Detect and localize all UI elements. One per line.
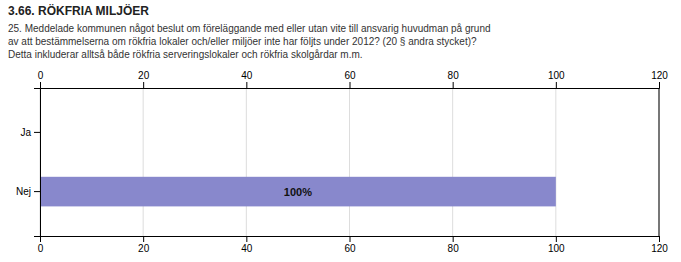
tick-label: 60 xyxy=(344,70,356,81)
frame xyxy=(659,88,660,236)
tick: Ja xyxy=(20,127,40,138)
tick: 0 xyxy=(38,236,44,254)
tick-mark xyxy=(556,236,557,242)
grid-line xyxy=(246,88,247,236)
grid-line xyxy=(452,88,453,236)
tick-label: 80 xyxy=(448,243,460,254)
tick-mark xyxy=(659,82,660,88)
tick-mark xyxy=(350,236,351,242)
x-axis-bottom: 0 20 40 60 80 100 120 xyxy=(38,236,669,254)
tick-mark xyxy=(34,132,40,133)
tick-label: Nej xyxy=(16,186,31,197)
tick: 80 xyxy=(448,70,460,88)
chart: 3.66. RÖKFRIA MILJÖER 25. Meddelade kommu… xyxy=(0,0,681,262)
tick-label: 0 xyxy=(38,243,44,254)
tick: 100 xyxy=(548,236,565,254)
y-axis: Ja Nej xyxy=(16,89,41,237)
annotation: av att bestämmelserna om rökfria lokaler… xyxy=(8,36,477,47)
tick-mark xyxy=(34,191,40,192)
tick: 60 xyxy=(344,70,356,88)
x-axis-top: 0 20 40 60 80 100 120 xyxy=(38,70,669,89)
tick: 20 xyxy=(138,236,150,254)
tick: 0 xyxy=(38,70,44,88)
data-labels: 100% xyxy=(284,186,312,198)
axis-line xyxy=(41,237,660,243)
tick-mark xyxy=(453,82,454,88)
grid-line xyxy=(659,88,660,236)
tick-label: 120 xyxy=(651,70,668,81)
tick: 60 xyxy=(344,236,356,254)
tick-mark xyxy=(556,82,557,88)
tick: 40 xyxy=(241,70,253,88)
tick-label: 20 xyxy=(138,243,150,254)
annotation: 25. Meddelade kommunen något beslut om f… xyxy=(8,23,491,34)
tick-label: Ja xyxy=(20,127,31,138)
tick: 20 xyxy=(138,70,150,88)
tick-mark xyxy=(246,82,247,88)
tick: 100 xyxy=(548,70,565,88)
tick-label: 40 xyxy=(241,70,253,81)
bars xyxy=(40,177,556,207)
tick: 120 xyxy=(651,70,668,88)
tick-mark xyxy=(40,82,41,88)
tick: Nej xyxy=(16,186,40,197)
plot: 0 20 40 60 80 100 120 0 20 40 60 80 100 120 Ja Nej 100% xyxy=(16,70,668,254)
bar xyxy=(40,177,556,207)
axis-line xyxy=(34,89,41,237)
tick: 120 xyxy=(651,236,668,254)
tick-label: 60 xyxy=(344,243,356,254)
grid-line xyxy=(143,88,144,236)
grid-line xyxy=(555,88,556,236)
tick-label: 100 xyxy=(548,243,565,254)
tick-label: 20 xyxy=(138,70,150,81)
annotation: Detta inkluderar alltså både rökfria ser… xyxy=(8,49,363,60)
tick: 40 xyxy=(241,236,253,254)
tick-mark xyxy=(143,82,144,88)
tick-label: 80 xyxy=(448,70,460,81)
grid-line xyxy=(349,88,350,236)
grid xyxy=(40,88,659,236)
tick-mark xyxy=(246,236,247,242)
data-label: 100% xyxy=(284,186,312,198)
tick-label: 0 xyxy=(38,70,44,81)
title: 3.66. RÖKFRIA MILJÖER xyxy=(8,3,149,18)
tick: 80 xyxy=(448,236,460,254)
tick-label: 40 xyxy=(241,243,253,254)
tick-label: 120 xyxy=(651,243,668,254)
tick-mark xyxy=(350,82,351,88)
axis-line xyxy=(41,82,660,89)
tick-mark xyxy=(143,236,144,242)
tick-mark xyxy=(453,236,454,242)
tick-label: 100 xyxy=(548,70,565,81)
tick-mark xyxy=(659,236,660,242)
